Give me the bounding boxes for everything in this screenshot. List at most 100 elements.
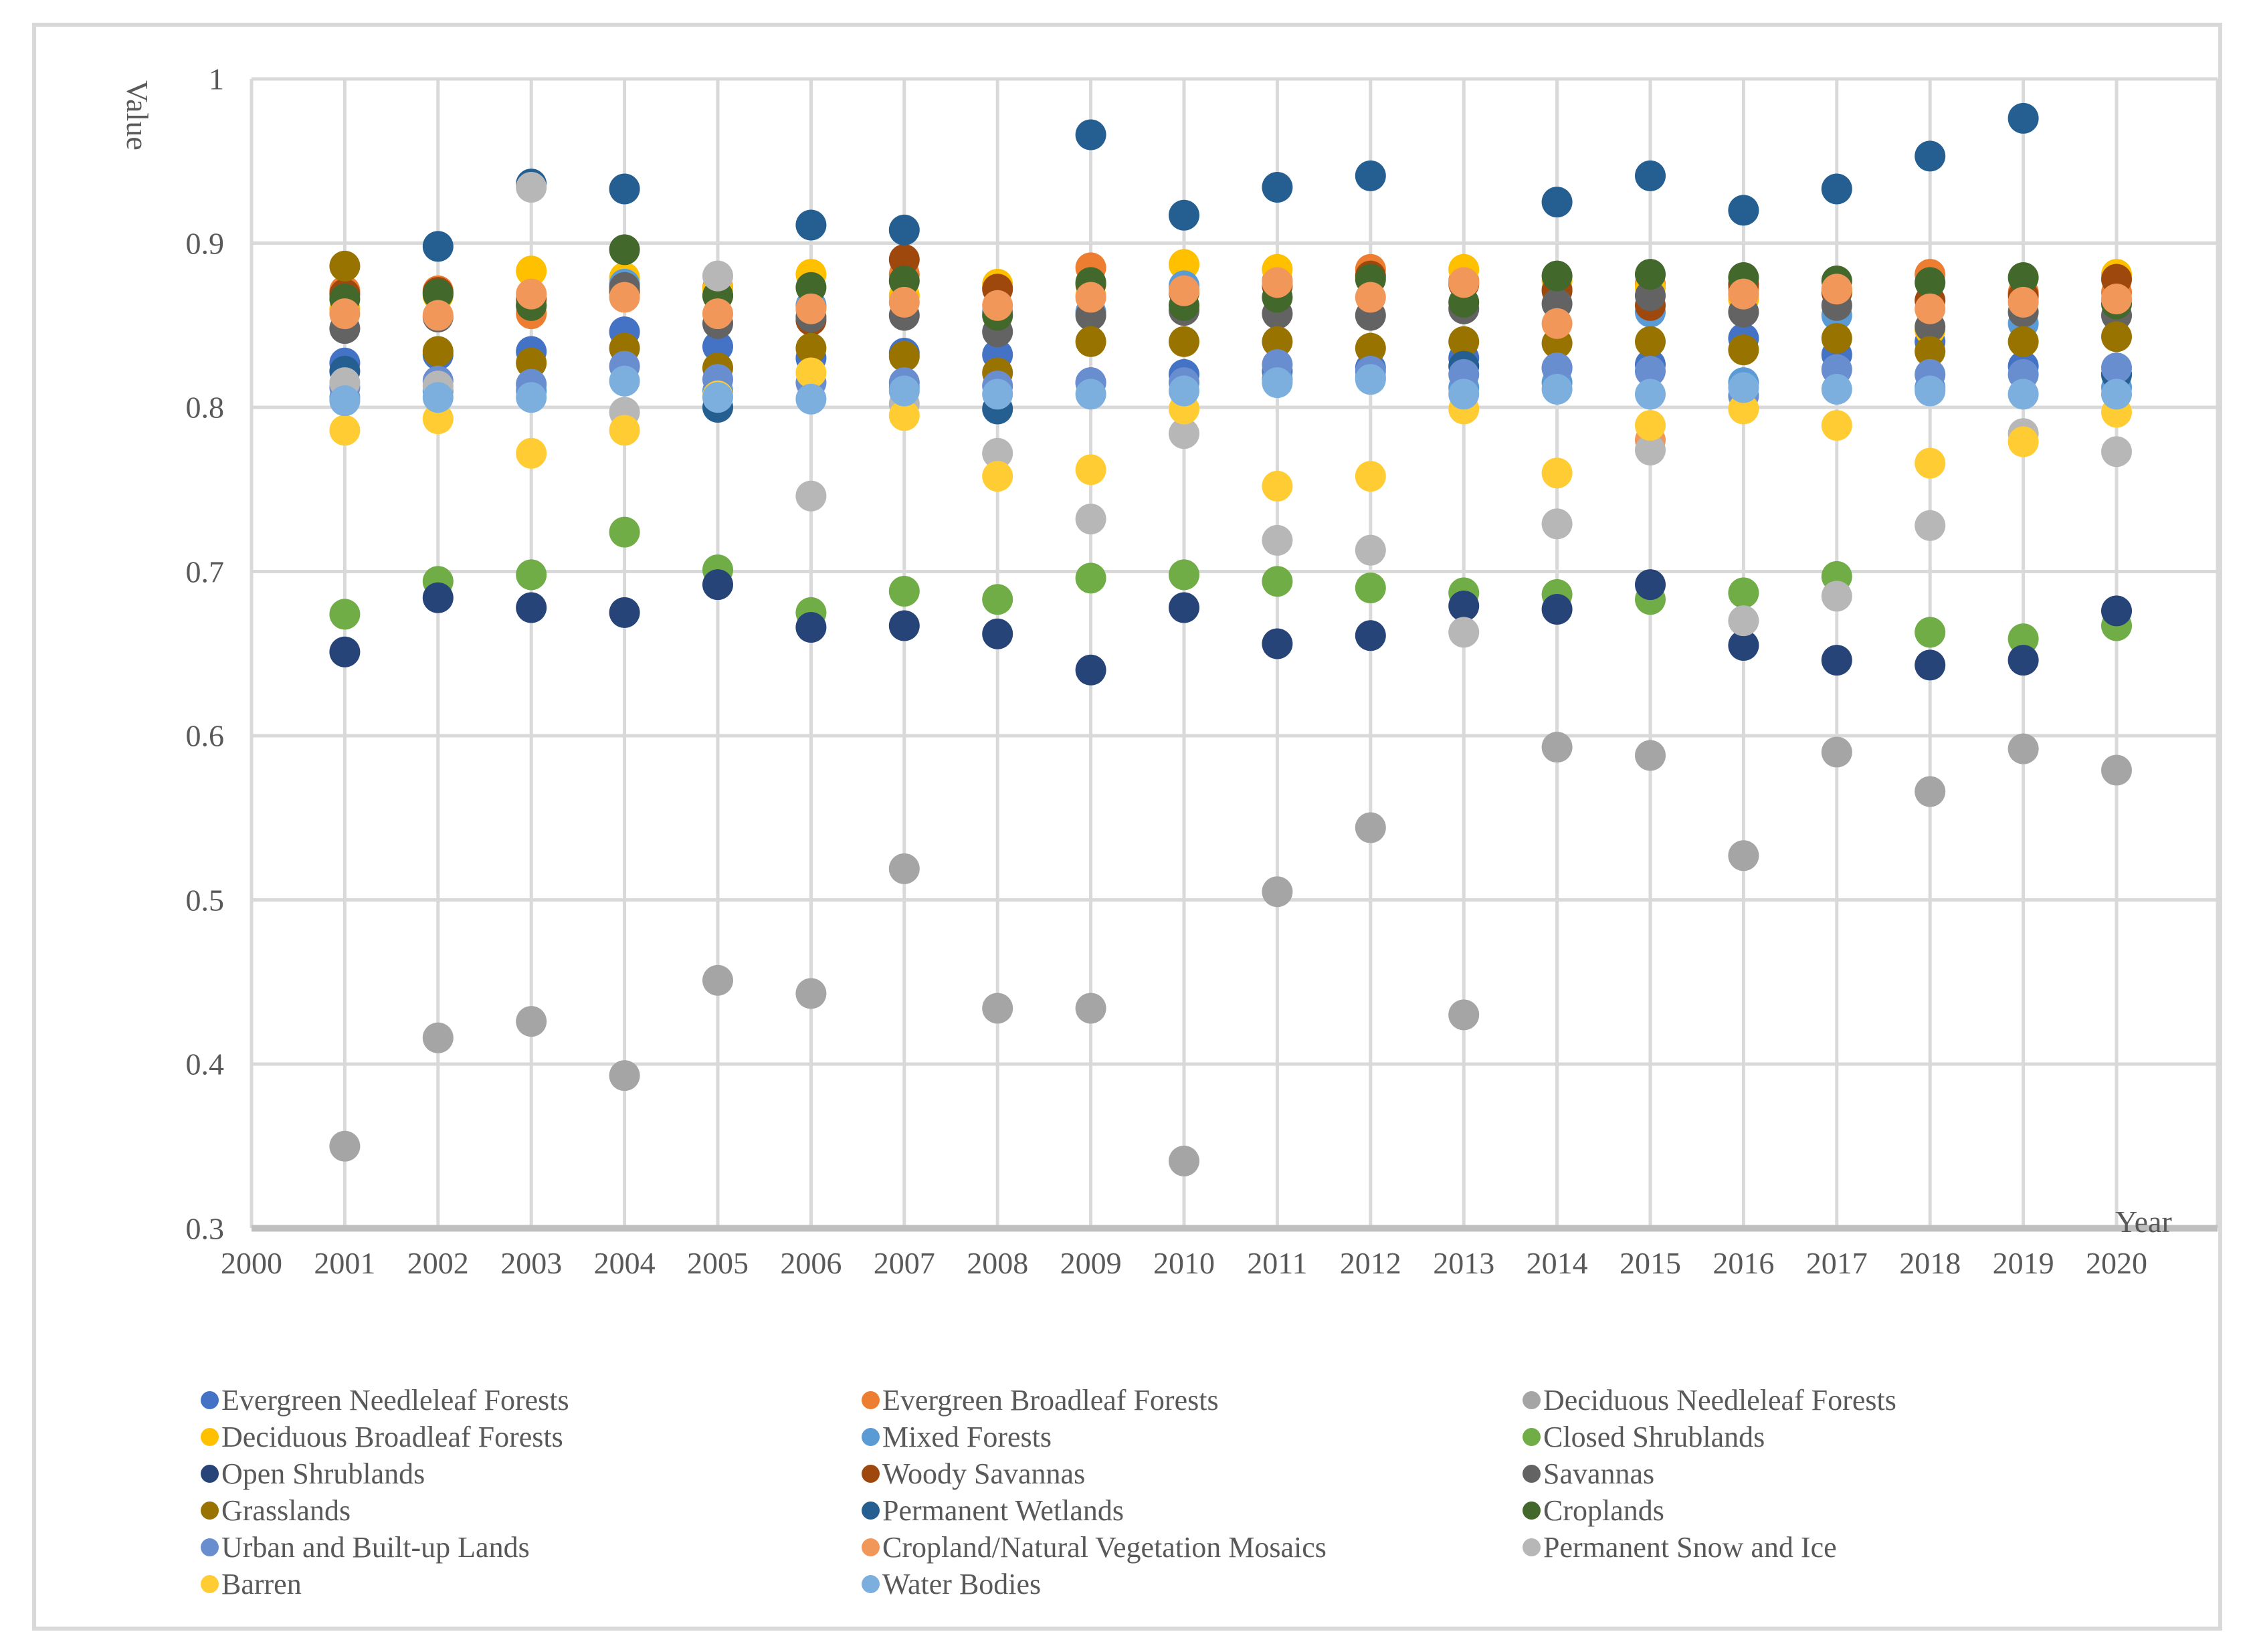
figure-frame: [32, 23, 2222, 1631]
legend-item-label: Barren: [221, 1567, 302, 1601]
data-point: [1355, 461, 1386, 492]
x-tick-label: 2016: [1712, 1246, 1775, 1280]
data-point: [1075, 454, 1106, 486]
data-point: [982, 461, 1013, 492]
legend-item-permanent-snow-and-ice: Permanent Snow and Ice: [1523, 1529, 2183, 1566]
data-point: [702, 964, 733, 996]
data-point: [1541, 457, 1573, 489]
data-point: [1821, 274, 1852, 305]
data-point: [609, 234, 640, 266]
data-point: [1262, 367, 1293, 399]
data-point: [982, 618, 1013, 649]
data-point: [1075, 282, 1106, 313]
data-point: [516, 347, 547, 379]
data-point: [1541, 187, 1573, 218]
data-point: [422, 336, 454, 367]
data-point: [1541, 508, 1573, 540]
data-point: [1541, 352, 1573, 384]
legend-item-label: Permanent Wetlands: [882, 1493, 1124, 1527]
legend-bullet-icon: [862, 1428, 880, 1446]
data-point: [2101, 283, 2132, 314]
legend-item-label: Grasslands: [221, 1493, 351, 1527]
data-point: [2101, 754, 2132, 786]
legend-item-label: Evergreen Broadleaf Forests: [882, 1383, 1219, 1417]
legend-item-savannas: Savannas: [1523, 1455, 2183, 1492]
legend-item-permanent-wetlands: Permanent Wetlands: [862, 1492, 1523, 1529]
x-tick-label: 2019: [1992, 1246, 2054, 1280]
y-tick-label: 0.7: [185, 554, 225, 589]
data-point: [422, 403, 454, 435]
legend-bullet-icon: [1523, 1391, 1541, 1409]
data-point: [1635, 355, 1666, 387]
y-tick-label: 0.9: [185, 226, 225, 260]
data-point: [1075, 379, 1106, 410]
data-point: [1448, 617, 1480, 648]
data-point: [982, 993, 1013, 1024]
data-point: [1169, 418, 1199, 449]
data-point: [609, 282, 640, 313]
data-point: [1262, 172, 1293, 203]
data-point: [1821, 645, 1852, 676]
data-point: [1448, 379, 1480, 410]
x-tick-label: 2012: [1339, 1246, 1401, 1280]
data-point: [1915, 617, 1946, 648]
legend-item-label: Mixed Forests: [882, 1420, 1052, 1453]
data-point: [982, 437, 1013, 469]
data-point: [702, 569, 733, 601]
data-point: [1355, 160, 1386, 191]
data-point: [329, 385, 361, 417]
data-point: [1915, 140, 1946, 172]
x-tick-label: 2009: [1060, 1246, 1122, 1280]
data-point: [1728, 278, 1759, 310]
data-point: [516, 382, 547, 413]
x-tick-label: 2010: [1153, 1246, 1215, 1280]
data-point: [1915, 375, 1946, 407]
data-point: [702, 331, 733, 363]
data-point: [422, 1022, 454, 1053]
data-point: [1728, 577, 1759, 609]
y-tick-label: 0.5: [185, 883, 225, 917]
data-point: [516, 278, 547, 310]
data-point: [795, 357, 827, 389]
data-point: [1541, 260, 1573, 292]
x-tick-label: 2011: [1247, 1246, 1308, 1280]
data-point: [1915, 649, 1946, 681]
data-point: [1728, 195, 1759, 226]
data-point: [422, 300, 454, 331]
data-point: [609, 415, 640, 446]
data-point: [702, 260, 733, 292]
legend-bullet-icon: [1523, 1465, 1541, 1483]
data-point: [1728, 605, 1759, 637]
x-tick-label: 2018: [1899, 1246, 1961, 1280]
data-point: [1169, 375, 1199, 407]
data-point: [2101, 379, 2132, 410]
legend-item-label: Permanent Snow and Ice: [1543, 1530, 1837, 1564]
data-point: [1635, 434, 1666, 466]
x-tick-label: 2013: [1433, 1246, 1495, 1280]
data-point: [2008, 326, 2039, 357]
x-tick-label: 2008: [967, 1246, 1029, 1280]
data-point: [795, 293, 827, 324]
data-point: [2008, 623, 2039, 655]
data-point: [329, 1130, 361, 1162]
data-point: [1169, 275, 1199, 306]
data-point: [1262, 267, 1293, 298]
x-tick-label: 2006: [780, 1246, 842, 1280]
data-point: [2101, 321, 2132, 352]
data-point: [609, 173, 640, 205]
y-tick-label: 0.4: [185, 1047, 225, 1081]
data-point: [1355, 332, 1386, 364]
legend-item-deciduous-broadleaf-forests: Deciduous Broadleaf Forests: [201, 1419, 862, 1455]
data-point: [1169, 559, 1199, 591]
x-tick-label: 2001: [314, 1246, 376, 1280]
data-point: [1448, 999, 1480, 1031]
data-point: [1262, 524, 1293, 556]
legend-bullet-icon: [1523, 1428, 1541, 1446]
data-point: [329, 250, 361, 282]
data-point: [1635, 160, 1666, 191]
y-tick-label: 0.3: [185, 1211, 225, 1245]
data-point: [1635, 326, 1666, 357]
data-point: [795, 272, 827, 303]
legend-item-label: Deciduous Broadleaf Forests: [221, 1420, 563, 1453]
data-point: [888, 400, 920, 431]
